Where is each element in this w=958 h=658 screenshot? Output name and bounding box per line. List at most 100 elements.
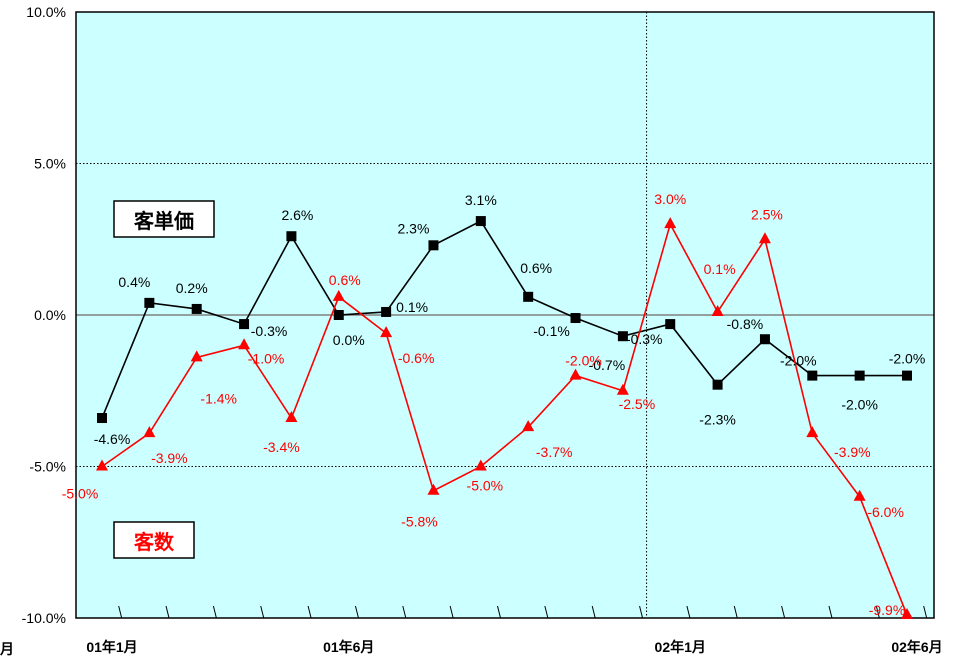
data-label: -3.7% [536, 444, 573, 460]
y-tick-label: 0.0% [34, 307, 66, 323]
point-marker [759, 334, 770, 345]
data-label: 2.5% [751, 206, 783, 222]
series-line-1 [101, 221, 908, 616]
x-tick-mark [260, 605, 265, 619]
point-marker [523, 291, 534, 302]
point-marker [428, 240, 439, 251]
point-marker [758, 232, 771, 244]
series-line-0 [101, 220, 907, 419]
data-label: -5.8% [401, 514, 438, 530]
x-tick-mark [449, 605, 454, 619]
point-marker [475, 216, 486, 227]
data-label: -2.0% [780, 353, 817, 369]
series-layer [96, 216, 913, 619]
data-label: -3.4% [263, 439, 300, 455]
point-marker [522, 420, 535, 432]
point-marker [381, 306, 392, 317]
x-tick-mark [307, 605, 312, 619]
point-marker [97, 413, 107, 424]
point-marker [239, 319, 250, 330]
point-marker [143, 426, 156, 438]
data-label: -0.1% [533, 323, 570, 339]
x-tick-mark [402, 605, 407, 619]
point-marker [144, 297, 155, 308]
point-marker [427, 483, 440, 495]
y-tick-label: -5.0% [29, 459, 66, 475]
x-tick-mark [733, 605, 738, 619]
x-tick-label: 02年1月 [655, 639, 706, 655]
x-tick-mark [639, 605, 644, 619]
point-marker [853, 489, 866, 501]
point-marker [474, 459, 487, 471]
x-tick-mark [118, 605, 123, 619]
legend-box-2 [113, 521, 195, 559]
x-tick-mark [875, 605, 880, 619]
data-label: -9.9% [869, 602, 906, 618]
y-tick-label: 5.0% [34, 156, 66, 172]
x-tick-mark [497, 605, 501, 619]
point-marker [806, 426, 819, 438]
data-label: -1.0% [248, 350, 285, 366]
data-label: -2.3% [699, 412, 736, 428]
data-label: -3.9% [834, 444, 871, 460]
point-marker [380, 326, 393, 338]
data-label: -5.0% [62, 486, 99, 502]
data-label: -0.7% [589, 357, 626, 373]
grid-lines [75, 11, 935, 619]
y-axis-ticks: 10.0% 5.0% 0.0% -5.0% -10.0% [22, 4, 66, 626]
point-marker [569, 368, 582, 380]
data-label: -5.0% [467, 478, 504, 494]
legend-label-2: 客数 [133, 530, 175, 554]
x-tick-label: 02年6月 [891, 639, 942, 655]
data-label: 0.6% [520, 260, 552, 276]
data-label: 2.3% [398, 220, 430, 236]
data-label: 0.1% [704, 261, 736, 277]
point-marker [616, 383, 629, 395]
point-marker [902, 370, 912, 381]
x-tick-mark [828, 605, 833, 619]
point-marker [807, 370, 818, 381]
point-marker [333, 310, 344, 320]
data-label: -2.0% [889, 351, 926, 367]
x-axis-ticks: 01年1月 01年6月 02年1月 02年6月 月 [0, 605, 943, 657]
x-tick-mark [781, 605, 786, 619]
data-label: -2.5% [619, 396, 656, 412]
x-tick-label: 01年1月 [86, 639, 137, 655]
data-label: -3.9% [151, 450, 188, 466]
point-marker [570, 313, 581, 324]
x-tick-mark [544, 605, 549, 619]
x-tick-mark [165, 605, 170, 619]
x-tick-mark [923, 605, 928, 619]
data-label: 0.2% [176, 280, 208, 296]
data-label: -0.8% [727, 316, 764, 332]
data-label: 0.4% [118, 274, 150, 290]
data-label: -2.0% [841, 397, 878, 413]
data-label: -0.6% [398, 350, 435, 366]
point-marker [191, 303, 202, 314]
point-marker [665, 319, 676, 330]
data-label: 2.6% [281, 207, 313, 223]
point-marker [901, 607, 913, 619]
x-tick-mark [591, 605, 596, 619]
data-label: 3.1% [465, 192, 497, 208]
data-label: 0.1% [396, 299, 428, 315]
legend-label-1: 客単価 [133, 209, 194, 233]
point-marker [617, 331, 628, 342]
data-label: 0.0% [333, 332, 365, 348]
plot-border [75, 11, 935, 619]
x-tick-mark [354, 605, 359, 619]
x-tick-mark [212, 605, 217, 619]
data-label: -4.6% [94, 431, 131, 447]
point-marker [712, 379, 723, 390]
point-marker [190, 350, 203, 362]
data-label: -6.0% [867, 504, 904, 520]
legend-box-1 [113, 200, 215, 238]
point-marker [711, 304, 724, 316]
point-marker [96, 459, 108, 471]
point-marker [285, 411, 298, 423]
data-labels: -4.6% 0.4% 0.2% -0.3% 2.6% 0.0% 0.1% 2.3% 3.1% 0.… [62, 191, 926, 618]
x-axis-edge-label: 月 [0, 641, 14, 657]
data-label: 0.6% [329, 272, 361, 288]
